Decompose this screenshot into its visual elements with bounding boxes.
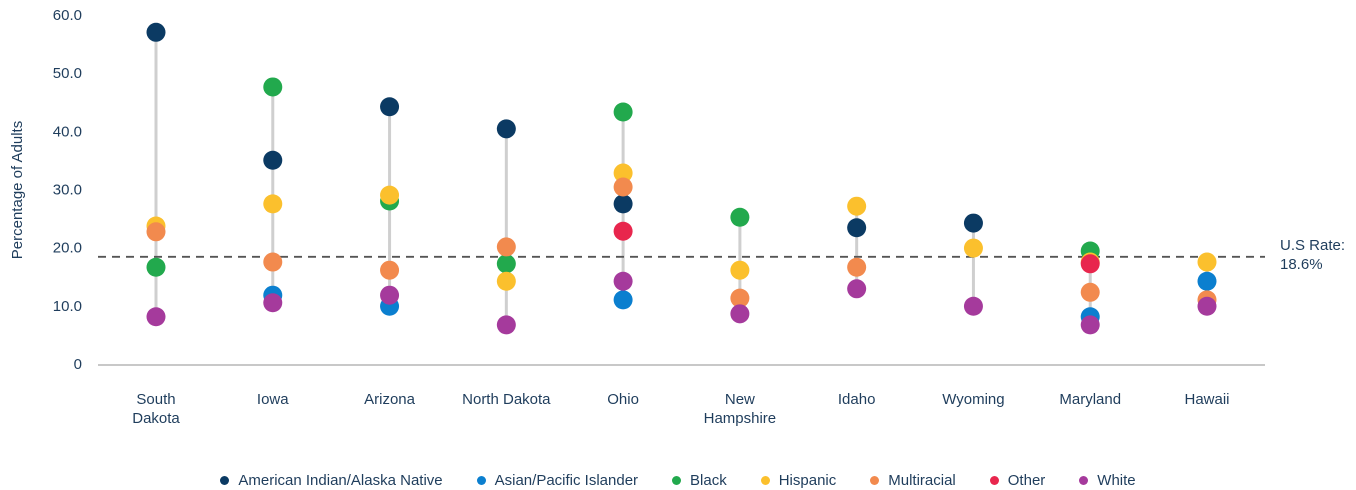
dot [496,119,516,139]
x-tick-label: Ohio [607,391,639,408]
dot [847,196,867,216]
legend-item: White [1079,472,1136,489]
dot [496,315,516,335]
legend-item: Hispanic [760,472,837,489]
dot [380,97,400,117]
legend-label: Other [1007,472,1046,489]
dot [263,77,283,97]
dot [1197,296,1217,316]
legend-label: Multiracial [888,472,956,489]
y-tick-label: 50.0 [53,65,82,82]
dot [847,257,867,277]
dot [847,218,867,238]
dot [963,238,983,258]
dot [146,22,166,42]
legend-swatch [760,476,770,485]
x-tick-label: Maryland [1059,391,1122,408]
dot [613,102,633,122]
legend-label: Hispanic [778,472,837,489]
dot [380,185,400,205]
dot [380,260,400,280]
dot [1197,252,1217,272]
x-tick-label: Iowa [256,391,289,408]
x-tick-label: Wyoming [942,391,1005,408]
dot [263,293,283,313]
dot [963,213,983,233]
dot [730,260,750,280]
dot [263,194,283,214]
dot [847,279,867,299]
x-tick-label: Arizona [364,391,415,408]
dot [263,252,283,272]
legend-label: Asian/Pacific Islander [494,472,639,489]
dot [613,177,633,197]
dot [613,271,633,291]
dot [1080,315,1100,335]
dot [613,194,633,214]
dot [496,271,516,291]
legend-swatch [672,476,682,485]
dot [496,237,516,257]
legend-item: American Indian/Alaska Native [220,472,443,489]
x-tick-label: North Dakota [462,391,551,408]
y-tick-label: 40.0 [53,123,82,140]
legend-item: Asian/Pacific Islander [476,472,639,489]
legend: American Indian/Alaska Native Asian/Pacif… [0,472,1356,489]
x-tick-label: New Hampshire [703,391,777,427]
dot [1080,254,1100,274]
y-tick-label: 60.0 [53,7,82,24]
dot [146,222,166,242]
x-tick-label: Hawaii [1184,391,1230,408]
y-tick-label: 20.0 [53,240,82,257]
legend-swatch [989,476,999,485]
reference-label: U.S Rate: [1280,237,1345,254]
legend-swatch [1079,476,1089,485]
dot [146,257,166,277]
legend-swatch [220,476,230,485]
dot [963,296,983,316]
legend-item: Multiracial [870,472,956,489]
x-tick-label: Idaho [837,391,876,408]
y-tick-label: 10.0 [53,298,82,315]
dot [380,285,400,305]
dot [1080,282,1100,302]
y-axis-title: Percentage of Adults [9,121,26,259]
legend-item: Black [672,472,727,489]
legend-item: Other [989,472,1046,489]
y-tick-label: 30.0 [53,181,82,198]
dot [613,163,633,183]
dot [730,207,750,227]
dot [613,290,633,310]
legend-swatch [870,476,880,485]
dot [146,307,166,327]
dot [263,150,283,170]
y-tick-label: 0 [74,356,82,373]
legend-label: White [1097,472,1136,489]
legend-label: Black [690,472,727,489]
dot [730,304,750,324]
legend-label: American Indian/Alaska Native [238,472,443,489]
dot [1197,271,1217,291]
dot [613,221,633,241]
dot [730,288,750,308]
legend-swatch [476,476,486,485]
reference-label: 18.6% [1280,256,1323,273]
dot [496,254,516,274]
x-tick-label: South Dakota [132,391,180,427]
